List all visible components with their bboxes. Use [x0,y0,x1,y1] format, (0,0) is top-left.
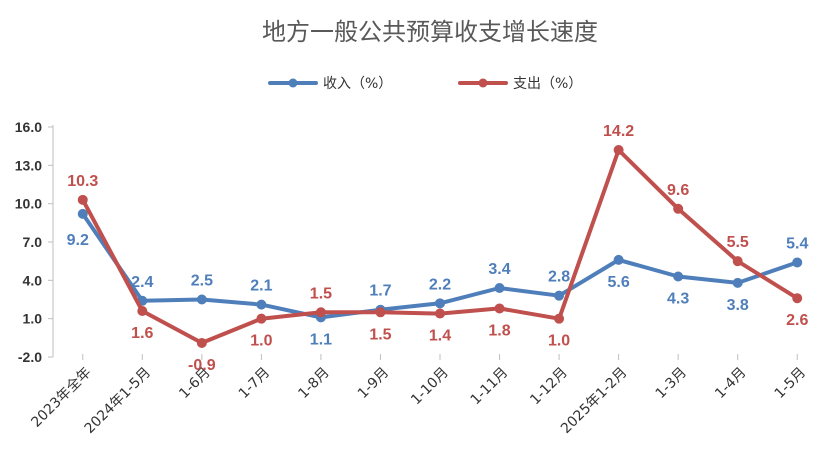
x-tick-label: 1-8月 [295,365,332,402]
series-1-point [673,203,684,214]
legend-label: 支出（%） [513,76,582,92]
legend-item-0: 收入（%） [268,76,392,92]
y-tick-label: -2.0 [18,349,42,365]
series-0-point [196,294,207,305]
series-1-data-label: 1.4 [429,328,451,345]
series-0-data-label: 5.6 [607,274,629,291]
legend: 收入（%） 支出（%） [268,76,582,92]
series-1-data-label: 14.2 [603,123,634,140]
x-tick-label: 1-7月 [236,365,273,402]
series-1-data-label: 1.8 [488,322,510,339]
series-0-data-label: 3.4 [488,261,510,278]
series-0-point [792,257,803,268]
y-axis: 16.0 13.0 10.0 7.0 4.0 1.0 -2.0 [15,119,54,365]
x-tick-label: 2023年全年 [28,364,95,431]
series-0-point [494,283,505,293]
x-tick-label: 1-10月 [408,365,452,409]
series-0-data-label: 2.8 [548,269,570,286]
x-tick-label: 1-4月 [712,365,749,402]
series-0-data-label: 1.1 [310,331,332,348]
series-1-data-label: 1.0 [250,333,272,350]
y-tick-label: 10.0 [15,196,42,212]
series-0-point [732,277,743,288]
series-1-point [375,307,386,318]
series-1-point [494,303,505,314]
x-tick-label: 1-11月 [468,365,512,409]
x-tick-label: 1-5月 [772,365,809,402]
series-0-point [613,254,624,265]
x-tick-label: 1-3月 [653,365,690,402]
series-0-data-label: 3.8 [727,297,749,314]
chart-title: 地方一般公共预算收支增长速度 [262,18,598,46]
y-tick-label: 1.0 [23,311,43,327]
series-1-point [315,307,326,318]
series-0-data-label: 2.2 [429,276,451,293]
series-0-data-label: 5.4 [786,235,808,252]
legend-marker [478,78,488,88]
y-tick-label: 13.0 [15,157,42,173]
series-0-data-label: 2.4 [131,274,153,291]
series-1-data-label: 1.6 [131,325,153,342]
legend-label: 收入（%） [323,76,392,92]
series-layer [77,145,803,348]
series-1-data-label: 2.6 [786,312,808,329]
series-0-point [256,299,267,310]
series-1-point [613,145,624,155]
series-1-point [435,308,445,319]
x-tick-label: 1-9月 [355,365,392,402]
series-1-data-label: 1.5 [369,326,391,343]
series-1-point [554,313,565,324]
series-0-point [435,298,445,309]
series-0-data-label: 9.2 [67,232,89,249]
legend-item-1: 支出（%） [458,76,582,92]
y-tick-label: 4.0 [23,272,43,288]
series-1-point [732,256,743,267]
series-1-point [77,194,88,205]
series-1-data-label: 9.6 [667,182,689,199]
series-0-point [673,271,684,282]
series-1-data-label: -0.9 [188,357,216,374]
series-1-data-label: 1.0 [548,333,570,350]
series-0-data-label: 2.5 [191,273,213,290]
legend-marker [288,78,298,88]
series-1-data-label: 5.5 [727,234,749,251]
y-tick-label: 7.0 [23,234,43,250]
series-1-point [137,306,148,316]
series-1-data-label: 1.5 [310,285,332,302]
series-0-data-label: 1.7 [369,283,391,300]
series-1-point [256,313,267,324]
series-1-point [196,337,207,348]
y-tick-label: 16.0 [15,119,42,135]
series-0-data-label: 2.1 [250,278,272,295]
series-1-data-label: 10.3 [67,173,98,190]
series-0-point [77,208,88,219]
series-1-point [792,293,803,304]
series-0-data-label: 4.3 [667,291,689,308]
x-tick-label: 1-12月 [527,365,571,409]
series-0-point [554,290,565,301]
data-label-layer: 9.2 2.4 2.5 2.1 1.1 1.7 2.2 3.4 2.8 5.6 4.3 3.8 5.4 1… [67,123,809,374]
